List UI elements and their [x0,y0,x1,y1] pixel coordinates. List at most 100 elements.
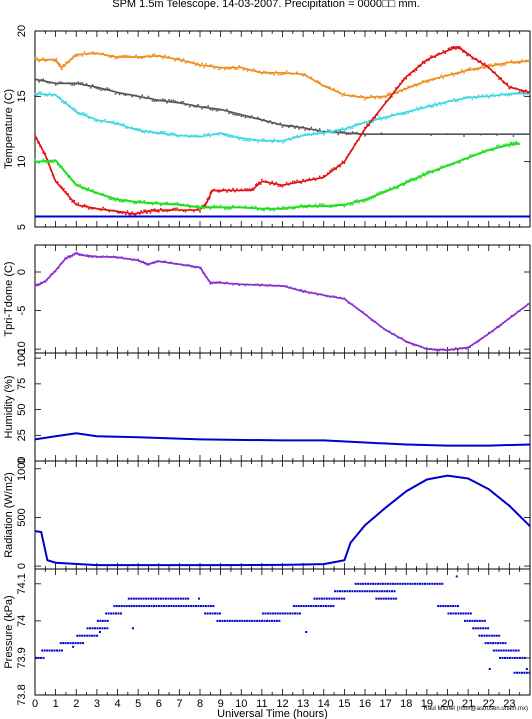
data-point [61,165,63,168]
data-point [180,263,183,266]
data-point [69,256,71,259]
data-point [366,97,368,100]
data-point [69,83,71,85]
data-point [238,138,240,141]
data-point [66,61,69,64]
data-point [122,257,125,260]
data-point [320,605,323,608]
data-point [72,55,75,58]
data-point [138,605,141,608]
data-point [525,91,527,94]
data-point [48,92,51,94]
data-point [478,619,481,622]
data-point [320,130,323,133]
data-point [305,605,308,608]
data-point [106,54,108,57]
data-point [250,188,253,191]
data-point [314,80,317,83]
data-point [251,187,254,190]
data-point [223,68,226,71]
data-point [67,103,69,106]
data-point [306,179,309,181]
data-point [275,207,278,210]
data-point [186,135,189,137]
data-point [424,174,426,177]
data-point [186,103,189,105]
data-point [250,115,253,117]
data-point [335,205,337,208]
data-point [393,333,395,335]
data-point [283,285,286,287]
data-point [127,258,129,260]
x-tick-label: 15 [338,698,350,710]
data-point [332,605,335,608]
data-point [63,187,65,190]
data-point [113,605,116,608]
data-point [174,597,177,600]
data-point [389,582,392,585]
data-point [114,255,117,258]
data-point [465,96,467,98]
data-point [353,590,356,593]
data-point [195,64,197,66]
data-point [98,88,100,90]
data-point [452,605,455,608]
data-point [349,302,352,305]
data-point [360,123,362,125]
data-point [316,177,319,180]
data-point [315,597,318,600]
data-point [45,279,48,282]
data-point [492,149,494,152]
data-point [481,619,484,622]
data-point [44,281,47,283]
data-point [304,129,306,131]
data-point [217,190,219,193]
data-point [187,597,190,600]
data-point [462,51,464,53]
data-point [271,285,273,287]
data-point [116,257,119,260]
data-point [154,260,157,263]
data-point [141,261,144,263]
data-point [157,605,160,608]
data-point [54,160,57,163]
data-point [469,612,472,615]
data-point [360,309,362,312]
data-point [112,90,115,93]
data-point [135,202,137,205]
data-point [234,206,236,208]
data-point [108,120,111,123]
data-point [83,634,86,637]
data-point [86,254,89,256]
data-point [190,61,193,64]
data-point [182,58,185,60]
data-point [345,204,348,206]
data-point [42,158,45,161]
data-point [221,281,224,284]
data-point [40,91,42,94]
data-point [457,100,459,102]
data-point [329,86,331,88]
data-point [77,253,80,255]
data-point [182,203,185,206]
data-point [362,200,364,203]
data-point [401,90,403,93]
data-point [226,135,228,137]
data-point [244,68,247,71]
data-point [361,590,364,593]
data-point [56,96,59,99]
data-point [101,627,104,630]
data-point [94,119,96,122]
data-point [34,93,36,95]
data-point [432,106,434,108]
data-point [102,193,104,195]
data-point [376,582,379,585]
data-point [36,283,38,286]
data-point [283,184,286,186]
data-point [286,612,289,615]
data-point [300,605,303,608]
data-point [180,209,183,211]
data-point [149,212,152,214]
data-point [184,134,187,136]
data-point [320,203,323,205]
